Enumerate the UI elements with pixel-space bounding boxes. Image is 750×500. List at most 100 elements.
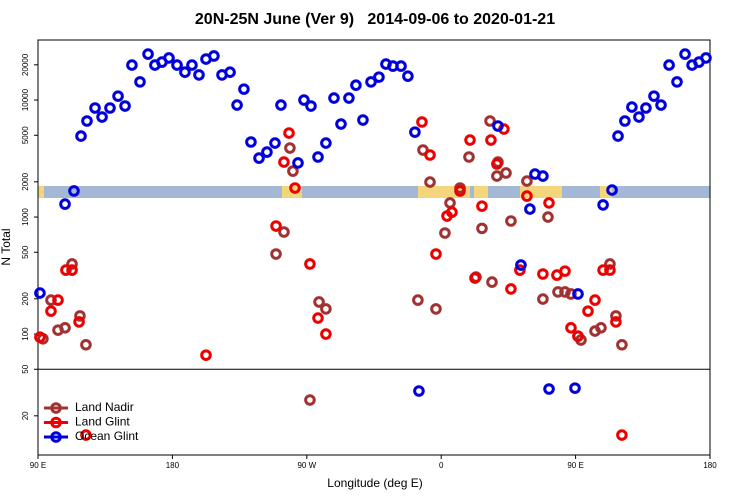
point: [700, 52, 712, 64]
y-tick-label: 2000: [21, 172, 30, 190]
point: [476, 200, 488, 212]
x-tick-label: 90 E: [567, 461, 583, 470]
point: [304, 394, 316, 406]
point: [343, 92, 355, 104]
point: [402, 70, 414, 82]
plot-frame: [37, 39, 711, 456]
point: [365, 76, 377, 88]
point: [446, 206, 458, 219]
point: [597, 199, 609, 211]
point: [373, 71, 385, 83]
y-tick-label: 5000: [21, 126, 30, 144]
point: [610, 316, 622, 328]
y-tick-label: 10000: [21, 88, 30, 111]
point: [179, 66, 191, 78]
point: [96, 111, 108, 123]
point: [284, 142, 296, 154]
point: [604, 264, 616, 276]
point: [491, 158, 503, 170]
point: [610, 310, 622, 322]
point: [52, 294, 64, 306]
point: [245, 136, 257, 148]
point: [238, 83, 250, 95]
point: [45, 294, 57, 306]
point: [597, 264, 609, 276]
point: [34, 331, 46, 343]
point: [484, 115, 496, 127]
y-tick-label: 500: [21, 245, 30, 259]
point: [104, 102, 116, 114]
point: [270, 220, 282, 232]
point: [491, 170, 503, 182]
point: [312, 151, 324, 163]
point: [208, 50, 220, 62]
point: [298, 94, 310, 106]
legend-label: Land Glint: [75, 415, 130, 429]
point: [287, 165, 299, 177]
point: [73, 316, 85, 328]
point: [305, 100, 317, 112]
point: [543, 197, 555, 209]
point: [572, 288, 584, 300]
point: [612, 130, 624, 142]
point: [559, 286, 571, 298]
point: [34, 287, 46, 299]
point: [663, 59, 675, 71]
point: [328, 92, 340, 104]
point: [671, 76, 683, 88]
point: [655, 99, 667, 111]
point: [312, 312, 324, 324]
x-axis-label: Longitude (deg E): [327, 476, 422, 490]
point: [492, 120, 504, 132]
point: [469, 272, 481, 284]
point: [269, 137, 281, 149]
point: [565, 322, 577, 334]
point: [313, 296, 325, 308]
x-tick-label: 90 E: [30, 461, 46, 470]
point: [80, 429, 92, 441]
point: [142, 48, 154, 60]
point: [619, 115, 631, 127]
point: [112, 90, 124, 102]
legend-marker: [50, 402, 62, 414]
point: [476, 222, 488, 235]
point: [521, 190, 533, 202]
point: [278, 226, 290, 238]
point: [395, 60, 407, 72]
point: [320, 137, 332, 149]
point: [606, 184, 618, 196]
point: [444, 197, 456, 209]
point: [59, 322, 71, 334]
x-tick-label: 180: [703, 461, 717, 470]
point: [45, 305, 57, 317]
chart-title: 20N-25N June (Ver 9) 2014-09-06 to 2020-…: [195, 11, 555, 28]
point: [537, 293, 549, 305]
point: [582, 305, 594, 317]
point: [186, 59, 198, 71]
y-tick-label: 100: [21, 327, 30, 341]
point: [278, 156, 290, 168]
point: [357, 114, 369, 126]
point: [505, 283, 517, 295]
x-tick-label: 0: [439, 461, 444, 470]
y-tick-label: 1000: [21, 208, 30, 226]
point: [604, 258, 616, 270]
point: [543, 383, 555, 395]
point: [514, 264, 526, 276]
point: [521, 175, 533, 187]
point: [505, 215, 517, 227]
point: [66, 258, 78, 270]
point: [542, 211, 554, 223]
point: [270, 248, 282, 260]
point: [464, 134, 476, 146]
point: [163, 52, 175, 64]
point: [500, 167, 512, 179]
point: [275, 99, 287, 111]
y-axis-label: N Total: [0, 228, 13, 265]
point: [261, 146, 273, 158]
point: [648, 90, 660, 102]
legend-label: Ocean Glint: [75, 429, 139, 443]
point: [515, 259, 527, 271]
point: [439, 227, 451, 239]
point: [424, 176, 436, 188]
